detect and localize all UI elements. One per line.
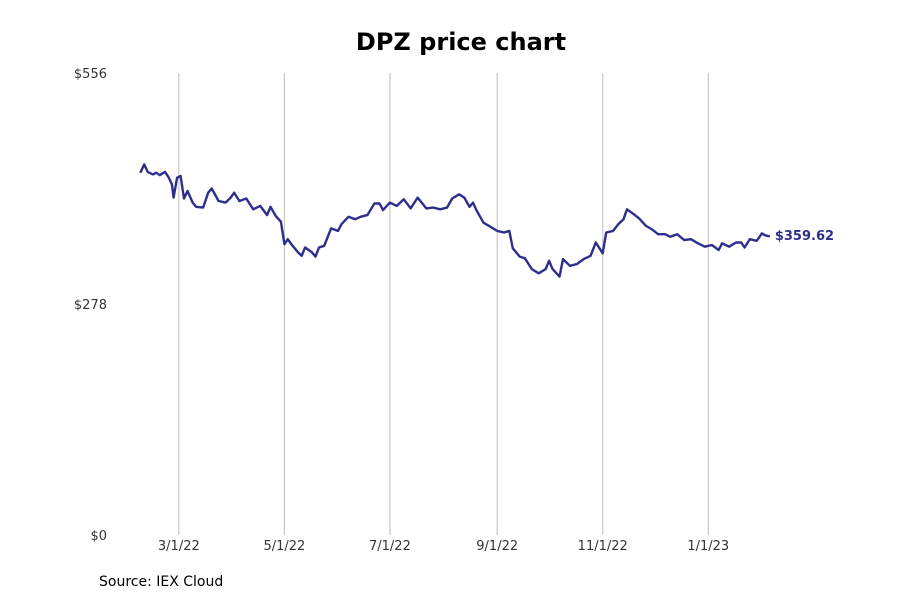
x-tick-label: 3/1/22 [158, 539, 200, 554]
y-tick-label: $0 [90, 529, 107, 544]
y-tick-label: $556 [74, 67, 107, 82]
y-tick-label: $278 [74, 298, 107, 313]
x-tick-label: 7/1/22 [369, 539, 411, 554]
grid-lines [178, 73, 709, 535]
x-tick-label: 1/1/23 [687, 539, 729, 554]
x-tick-label: 11/1/22 [578, 539, 628, 554]
y-axis-ticks: $0 $278 $556 [74, 67, 107, 544]
x-axis-ticks: 3/1/22 5/1/22 7/1/22 9/1/22 11/1/22 1/1/23 [158, 539, 729, 554]
x-tick-label: 5/1/22 [263, 539, 305, 554]
series-layer [139, 163, 771, 278]
source-note: Source: IEX Cloud [99, 574, 224, 590]
price-line [139, 163, 771, 278]
last-value-label: $359.62 [775, 229, 834, 244]
end-label-layer: $359.62 [775, 229, 834, 244]
x-tick-label: 9/1/22 [476, 539, 518, 554]
chart-title: DPZ price chart [355, 28, 567, 56]
